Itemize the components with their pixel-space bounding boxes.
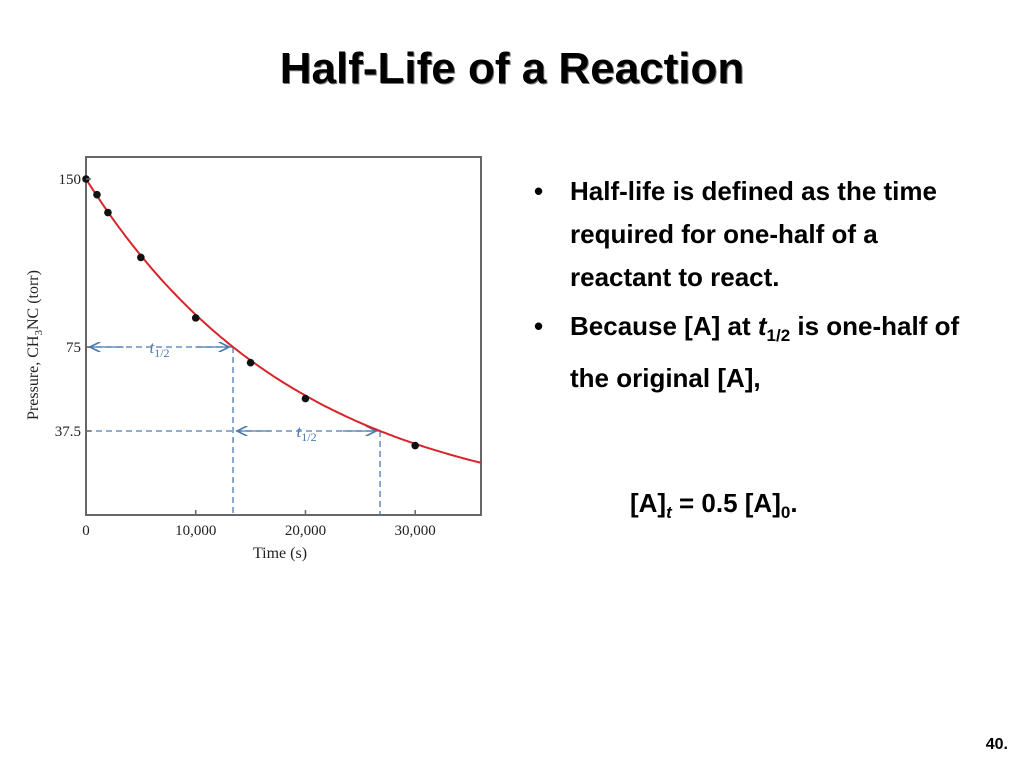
- y-tick-label: 150: [59, 172, 82, 188]
- data-point: [137, 253, 145, 262]
- slide-number: 40.: [985, 736, 1008, 753]
- y-tick-label: 75: [66, 340, 81, 356]
- eq-zero-subscript: 0: [780, 503, 791, 523]
- half-life-equation: [A]t = 0.5 [A]0.: [630, 488, 798, 523]
- eq-mid: = 0.5 [A]: [671, 488, 781, 518]
- bullet-t-subscript: 1/2: [766, 326, 791, 346]
- data-points: [82, 175, 419, 450]
- decay-curve: [85, 178, 482, 464]
- x-tick-label: 20,000: [285, 523, 326, 539]
- half-life-label-sub: 1/2: [301, 430, 316, 444]
- data-point: [246, 358, 255, 367]
- data-point: [301, 394, 310, 403]
- eq-end: .: [790, 488, 798, 518]
- half-life-label-t: t: [297, 422, 303, 441]
- half-life-label-sub: 1/2: [154, 346, 169, 360]
- y-axis-label-subscript: 3: [33, 330, 45, 336]
- bullet-list: • Half-life is defined as the time requi…: [530, 170, 970, 406]
- bullet-t-symbol: t: [757, 311, 767, 341]
- data-point: [411, 441, 419, 450]
- bullet-text-end: is one-half of the original [A],: [570, 311, 960, 394]
- x-tick-label: 0: [82, 523, 90, 539]
- half-life-label: t1/2: [149, 338, 169, 360]
- eq-t-subscript: t: [666, 503, 672, 523]
- y-tick-label: 37.5: [55, 424, 81, 440]
- x-axis-label: Time (s): [253, 545, 307, 562]
- axis-ticks: 0 10,000 20,000 30,000 37.5 75 150: [55, 172, 436, 539]
- half-life-guides: t1/2t1/2: [86, 338, 381, 515]
- data-point: [93, 190, 101, 199]
- bullet-text-start: Because [A] at: [570, 311, 758, 341]
- data-point: [104, 208, 112, 217]
- data-point: [191, 314, 200, 322]
- eq-A: [A]: [630, 488, 667, 518]
- plot-frame: [85, 156, 482, 516]
- bullet-definition: • Half-life is defined as the time requi…: [530, 170, 970, 299]
- bullet-marker: •: [534, 176, 544, 206]
- x-tick-label: 30,000: [395, 523, 436, 539]
- slide-title: Half-Life of a Reaction: [279, 44, 745, 93]
- y-axis-label: Pressure, CH3NC (torr): [25, 270, 45, 420]
- bullet-because: • Because [A] at t1/2 is one-half of the…: [530, 305, 970, 400]
- bullet-marker: •: [534, 311, 544, 341]
- half-life-label: t1/2: [297, 422, 317, 444]
- x-tick-label: 10,000: [175, 523, 216, 539]
- bullet-text: Half-life is defined as the time require…: [570, 176, 937, 292]
- half-life-label-t: t: [149, 338, 155, 357]
